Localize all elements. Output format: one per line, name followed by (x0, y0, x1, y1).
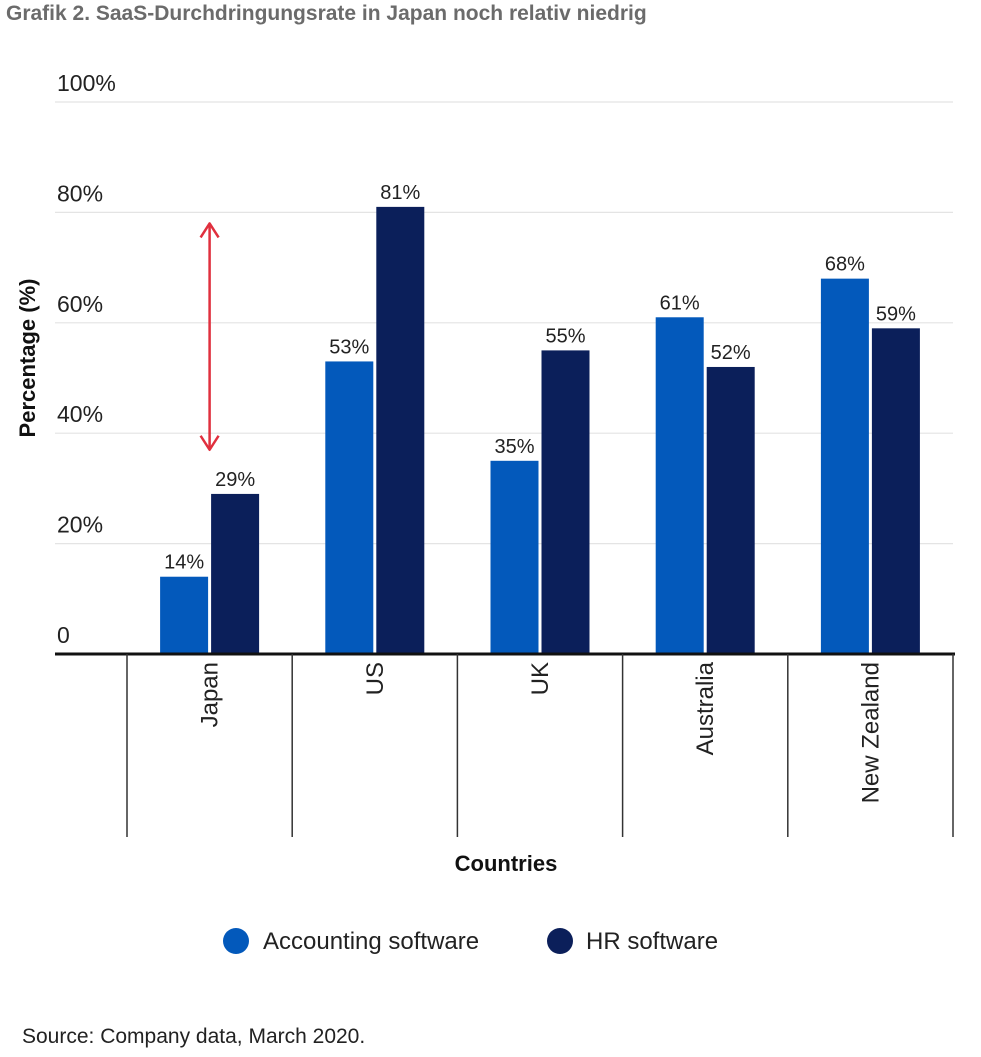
bar-accounting-new-zealand (820, 278, 869, 654)
legend-label: Accounting software (263, 928, 479, 955)
legend-label: HR software (586, 928, 718, 955)
y-tick-label: 20% (57, 512, 103, 538)
bar-accounting-australia (655, 317, 704, 654)
data-label: 61% (660, 292, 700, 314)
category-label: Australia (692, 661, 719, 755)
data-label: 29% (215, 469, 255, 491)
y-tick-label: 60% (57, 291, 103, 317)
category-label: New Zealand (857, 662, 884, 803)
bar-hr-australia (706, 366, 755, 654)
y-axis-label: Percentage (%) (15, 279, 40, 438)
chart-title: Grafik 2. SaaS-Durchdringungsrate in Jap… (6, 2, 647, 25)
data-labels: 14% 29% 53% 81% 35% 55% 61% 52% 68% 59% (164, 182, 916, 574)
bar-hr-japan (211, 493, 260, 654)
category-label: Japan (197, 662, 224, 727)
data-label: 59% (876, 303, 916, 325)
bar-accounting-us (325, 361, 374, 654)
bar-accounting-japan (160, 576, 209, 654)
data-label: 14% (164, 552, 204, 574)
arrow-head-down (199, 435, 220, 452)
y-tick-label: 80% (57, 180, 103, 206)
data-label: 81% (380, 182, 420, 204)
arrow-head-up (199, 222, 220, 239)
y-tick-label: 100% (57, 70, 116, 96)
source-note: Source: Company data, March 2020. (22, 1025, 366, 1048)
data-label: 35% (494, 436, 534, 458)
bar-hr-us (376, 206, 425, 654)
data-label: 52% (711, 342, 751, 364)
legend: Accounting software HR software (223, 928, 718, 955)
bars (160, 206, 920, 654)
y-axis-ticks: 0 20% 40% 60% 80% 100% (57, 70, 116, 648)
bar-hr-new-zealand (871, 328, 920, 654)
bar-chart: 0 20% 40% 60% 80% 100% 14% 29% 53% 81% 35% 55% 61% 5… (15, 70, 955, 955)
y-tick-label: 0 (57, 622, 70, 648)
annotation-arrow (199, 222, 220, 452)
bar-accounting-uk (490, 460, 539, 654)
legend-marker (547, 928, 573, 954)
y-tick-label: 40% (57, 401, 103, 427)
bar-hr-uk (541, 350, 590, 654)
x-axis (55, 652, 955, 837)
data-label: 53% (329, 336, 369, 358)
category-labels: Japan US UK Australia New Zealand (197, 661, 885, 803)
data-label: 55% (545, 325, 585, 347)
category-label: UK (527, 662, 554, 695)
legend-marker (223, 928, 249, 954)
data-label: 68% (825, 254, 865, 276)
x-axis-label: Countries (455, 851, 558, 876)
category-label: US (362, 662, 389, 695)
